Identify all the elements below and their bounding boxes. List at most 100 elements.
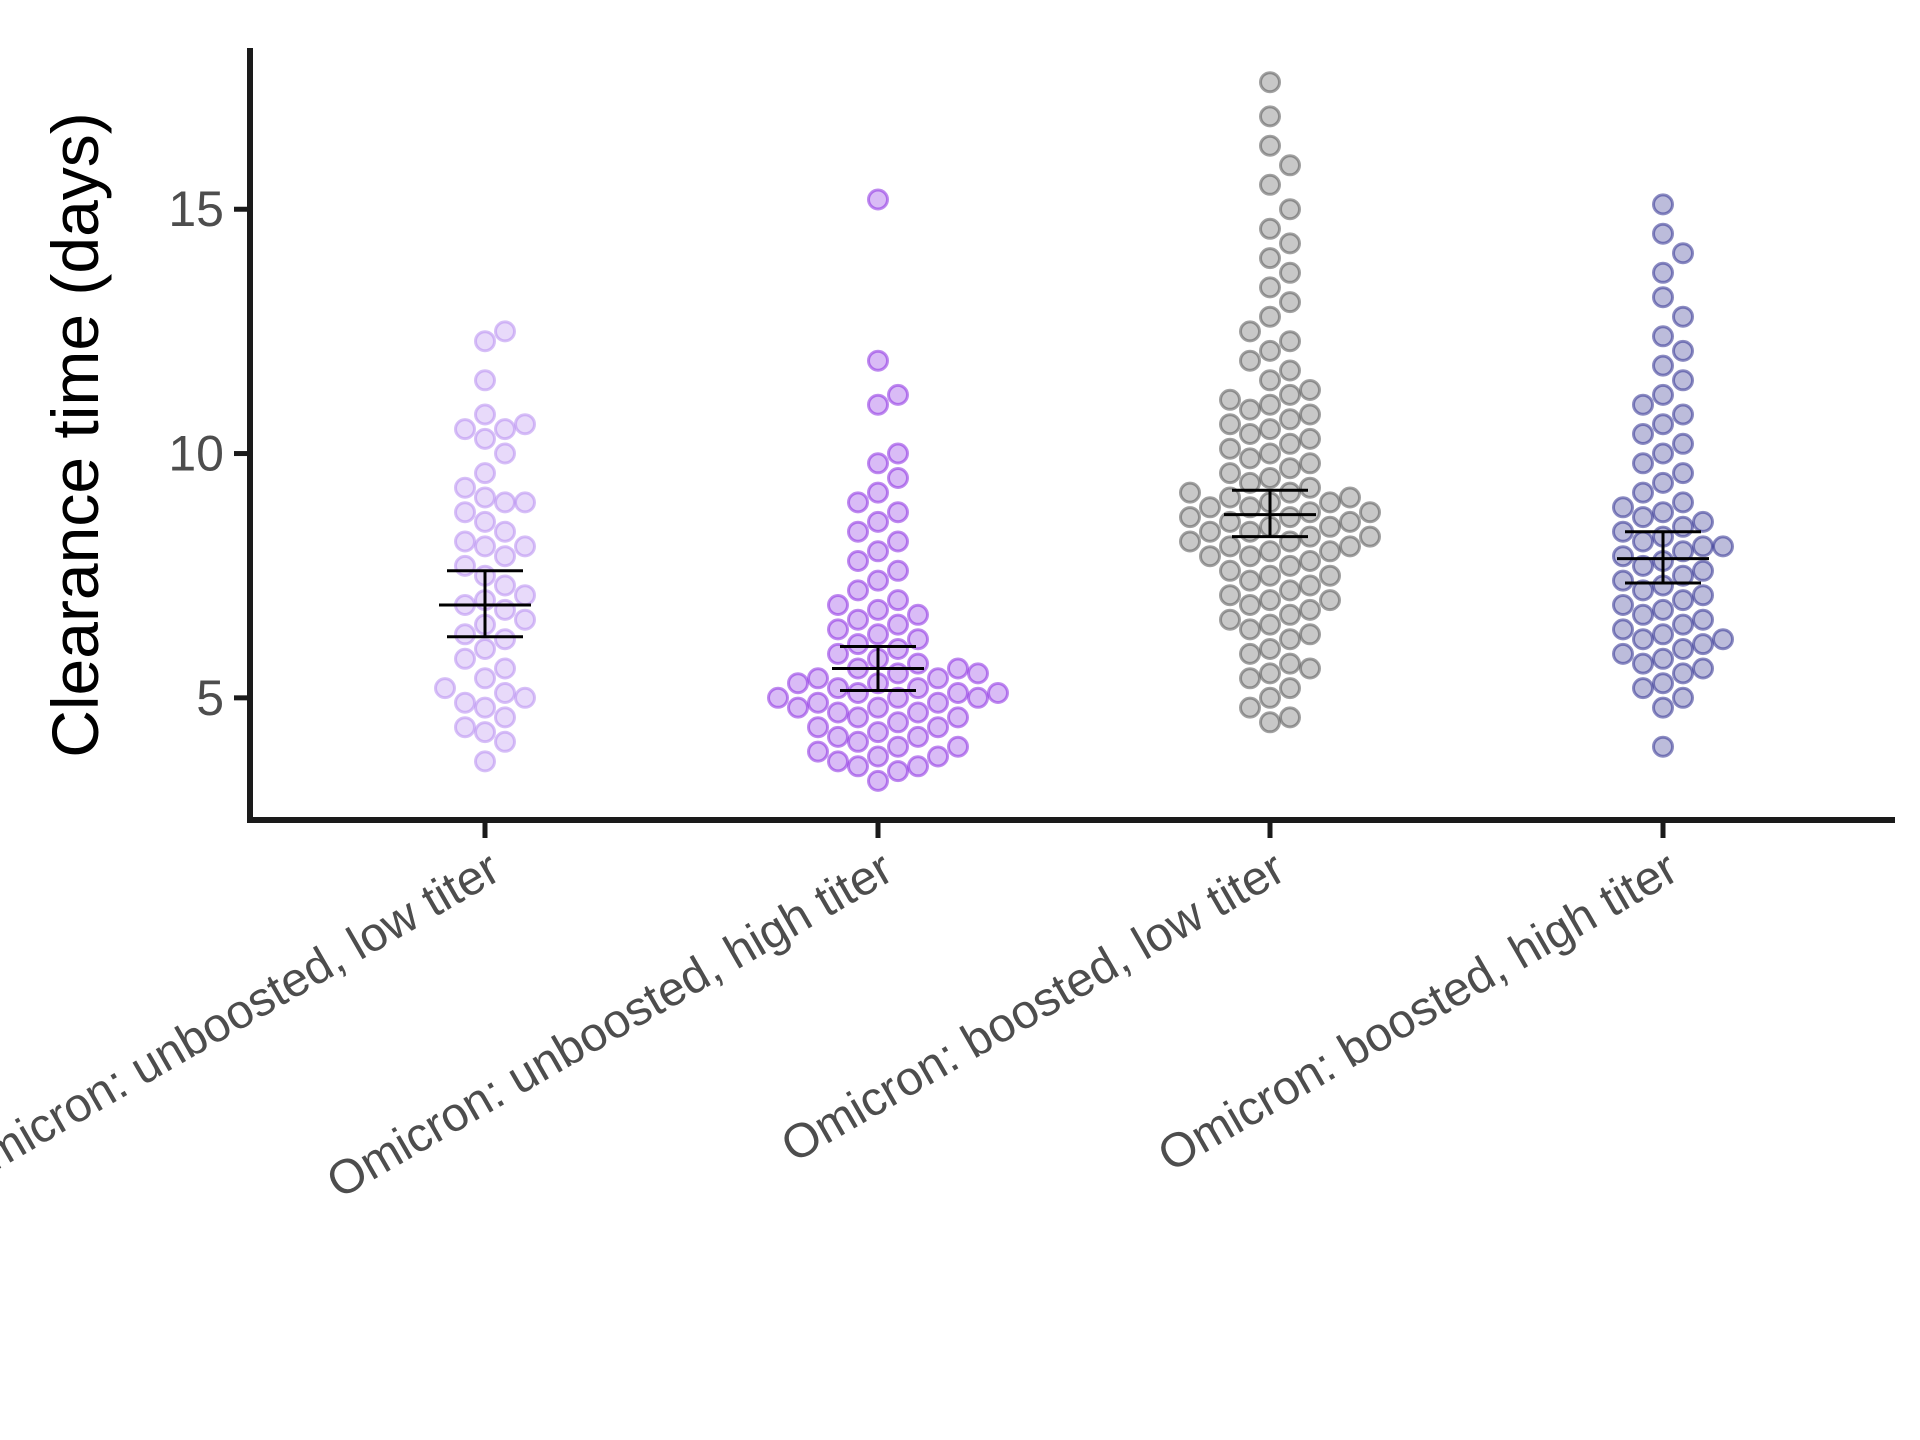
data-point [1279,506,1301,529]
data-point [1692,535,1714,558]
data-point [1632,530,1654,553]
data-point [1672,589,1694,612]
data-point [947,657,969,680]
data-point [1259,711,1281,734]
data-point [807,667,829,690]
data-point [494,657,516,680]
data-point [1279,359,1301,382]
data-point [907,677,929,700]
data-point [1672,564,1694,587]
data-point [1279,291,1301,314]
data-point [1199,520,1221,543]
data-point [867,510,889,533]
data-point [867,188,889,211]
data-point [887,530,909,553]
data-point [867,721,889,744]
data-point [1632,393,1654,416]
data-point [1259,247,1281,270]
data-point [1219,510,1241,533]
data-point [847,755,869,778]
data-point [494,574,516,597]
data-point [474,535,496,558]
data-point [1632,554,1654,577]
data-point [1632,603,1654,626]
data-point [1672,515,1694,538]
data-point [1259,686,1281,709]
data-point [494,730,516,753]
data-point [1612,496,1634,519]
data-point [1299,403,1321,426]
data-point [847,550,869,572]
data-point [1299,550,1321,572]
data-point [1279,579,1301,602]
data-point [887,501,909,524]
data-points [434,71,1734,792]
data-point [1279,408,1301,431]
data-point [927,691,949,714]
data-point [1259,540,1281,563]
data-point [1652,354,1674,377]
data-point [1279,628,1301,651]
data-point [1279,154,1301,177]
data-point [1672,369,1694,392]
data-point [1652,193,1674,216]
data-point [474,638,496,660]
data-point [514,535,536,558]
error-bars [439,488,1709,693]
data-point [1279,677,1301,700]
data-point [827,701,849,724]
data-point [1652,735,1674,758]
data-point [1692,608,1714,631]
data-point [1239,496,1261,519]
data-point [1279,652,1301,675]
data-point [1239,667,1261,690]
data-point [1299,476,1321,499]
data-point [887,760,909,783]
data-point [1219,608,1241,631]
data-point [847,706,869,729]
data-point [1219,535,1241,558]
data-point [1259,613,1281,636]
data-point [887,711,909,734]
data-point [1632,506,1654,529]
data-point [1219,584,1241,607]
data-point [1299,427,1321,450]
data-point [1199,545,1221,568]
data-point [1652,598,1674,621]
data-point [474,462,496,485]
data-point [867,569,889,592]
data-point [474,486,496,509]
data-point [827,594,849,616]
data-point [1339,486,1361,509]
data-point [1259,134,1281,157]
data-point [1319,491,1341,514]
data-point [1279,330,1301,353]
data-point [1299,452,1321,475]
data-point [1259,564,1281,587]
data-point [1632,423,1654,445]
data-point [1259,393,1281,416]
data-point [1319,515,1341,538]
data-point [887,383,909,406]
data-point [1692,657,1714,680]
data-point [1279,198,1301,221]
data-point [1259,339,1281,362]
data-point [907,652,929,675]
data-point [454,530,476,553]
data-point [827,677,849,700]
data-point [1652,647,1674,670]
data-point [1712,628,1734,651]
data-point [1692,633,1714,656]
data-point [1652,286,1674,309]
data-point [1652,325,1674,348]
data-point [1259,217,1281,240]
data-point [494,706,516,729]
data-point [1632,652,1654,675]
data-point [867,623,889,646]
data-point [1632,628,1654,651]
data-point [987,682,1009,704]
data-point [1219,437,1241,460]
data-point [1612,545,1634,568]
data-point [1672,339,1694,362]
data-point [1239,520,1261,543]
